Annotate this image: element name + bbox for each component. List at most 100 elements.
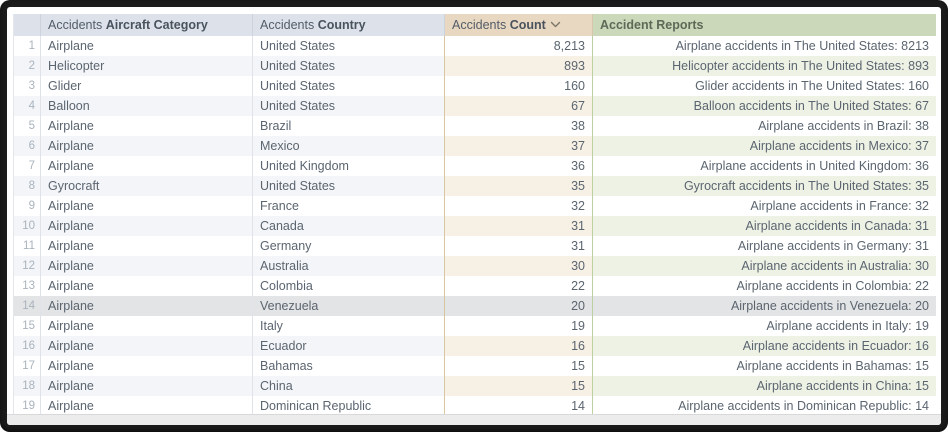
table-row[interactable]: 14 Airplane Venezuela 20 Airplane accidents … bbox=[13, 296, 936, 316]
column-header-aircraft-category[interactable]: Accidents Aircraft Category bbox=[41, 14, 253, 36]
cell-country[interactable]: Canada bbox=[253, 216, 445, 236]
cell-country[interactable]: Italy bbox=[253, 316, 445, 336]
cell-report[interactable]: Airplane accidents in United Kingdom: 36 bbox=[593, 156, 936, 176]
table-row[interactable]: 15 Airplane Italy 19 Airplane accidents in I… bbox=[13, 316, 936, 336]
table-row[interactable]: 17 Airplane Bahamas 15 Airplane accidents in… bbox=[13, 356, 936, 376]
cell-count[interactable]: 67 bbox=[445, 96, 593, 116]
cell-country[interactable]: Colombia bbox=[253, 276, 445, 296]
cell-country[interactable]: Bahamas bbox=[253, 356, 445, 376]
column-header-country[interactable]: Accidents Country bbox=[253, 14, 445, 36]
horizontal-scrollbar[interactable] bbox=[7, 414, 941, 425]
cell-country[interactable]: United States bbox=[253, 176, 445, 196]
cell-count[interactable]: 31 bbox=[445, 236, 593, 256]
cell-aircraft-category[interactable]: Airplane bbox=[41, 316, 253, 336]
cell-report[interactable]: Airplane accidents in Bahamas: 15 bbox=[593, 356, 936, 376]
cell-count[interactable]: 36 bbox=[445, 156, 593, 176]
cell-aircraft-category[interactable]: Helicopter bbox=[41, 56, 253, 76]
cell-aircraft-category[interactable]: Airplane bbox=[41, 36, 253, 56]
cell-country[interactable]: Australia bbox=[253, 256, 445, 276]
cell-count[interactable]: 30 bbox=[445, 256, 593, 276]
cell-report[interactable]: Airplane accidents in Venezuela: 20 bbox=[593, 296, 936, 316]
cell-aircraft-category[interactable]: Airplane bbox=[41, 296, 253, 316]
cell-aircraft-category[interactable]: Airplane bbox=[41, 336, 253, 356]
table-row[interactable]: 11 Airplane Germany 31 Airplane accidents in… bbox=[13, 236, 936, 256]
cell-report[interactable]: Gyrocraft accidents in The United States… bbox=[593, 176, 936, 196]
cell-report[interactable]: Airplane accidents in Australia: 30 bbox=[593, 256, 936, 276]
cell-count[interactable]: 35 bbox=[445, 176, 593, 196]
column-header-count[interactable]: Accidents Count bbox=[445, 14, 593, 36]
table-row[interactable]: 16 Airplane Ecuador 16 Airplane accidents in… bbox=[13, 336, 936, 356]
table-row[interactable]: 19 Airplane Dominican Republic 14 Airplane a… bbox=[13, 396, 936, 416]
cell-country[interactable]: Ecuador bbox=[253, 336, 445, 356]
cell-report[interactable]: Glider accidents in The United States: 1… bbox=[593, 76, 936, 96]
table-row[interactable]: 4 Balloon United States 67 Balloon accidents… bbox=[13, 96, 936, 116]
cell-report[interactable]: Airplane accidents in Brazil: 38 bbox=[593, 116, 936, 136]
cell-country[interactable]: Germany bbox=[253, 236, 445, 256]
cell-country[interactable]: China bbox=[253, 376, 445, 396]
cell-country[interactable]: Dominican Republic bbox=[253, 396, 445, 416]
cell-country[interactable]: Brazil bbox=[253, 116, 445, 136]
cell-report[interactable]: Airplane accidents in Canada: 31 bbox=[593, 216, 936, 236]
cell-report[interactable]: Airplane accidents in The United States:… bbox=[593, 36, 936, 56]
table-row[interactable]: 10 Airplane Canada 31 Airplane accidents in … bbox=[13, 216, 936, 236]
cell-aircraft-category[interactable]: Airplane bbox=[41, 256, 253, 276]
table-row[interactable]: 3 Glider United States 160 Glider accidents … bbox=[13, 76, 936, 96]
column-header-accident-reports[interactable]: Accident Reports bbox=[593, 14, 936, 36]
table-row[interactable]: 13 Airplane Colombia 22 Airplane accidents i… bbox=[13, 276, 936, 296]
cell-count[interactable]: 16 bbox=[445, 336, 593, 356]
cell-country[interactable]: Mexico bbox=[253, 136, 445, 156]
cell-aircraft-category[interactable]: Glider bbox=[41, 76, 253, 96]
cell-report[interactable]: Airplane accidents in France: 32 bbox=[593, 196, 936, 216]
cell-count[interactable]: 15 bbox=[445, 356, 593, 376]
cell-report[interactable]: Airplane accidents in Ecuador: 16 bbox=[593, 336, 936, 356]
cell-country[interactable]: United Kingdom bbox=[253, 156, 445, 176]
cell-report[interactable]: Airplane accidents in Germany: 31 bbox=[593, 236, 936, 256]
table-row[interactable]: 8 Gyrocraft United States 35 Gyrocraft accid… bbox=[13, 176, 936, 196]
table-row[interactable]: 2 Helicopter United States 893 Helicopter ac… bbox=[13, 56, 936, 76]
cell-aircraft-category[interactable]: Airplane bbox=[41, 276, 253, 296]
table-row[interactable]: 5 Airplane Brazil 38 Airplane accidents in B… bbox=[13, 116, 936, 136]
cell-country[interactable]: United States bbox=[253, 56, 445, 76]
cell-count[interactable]: 20 bbox=[445, 296, 593, 316]
cell-count[interactable]: 893 bbox=[445, 56, 593, 76]
cell-aircraft-category[interactable]: Airplane bbox=[41, 156, 253, 176]
table-row[interactable]: 7 Airplane United Kingdom 36 Airplane accide… bbox=[13, 156, 936, 176]
cell-count[interactable]: 19 bbox=[445, 316, 593, 336]
cell-report[interactable]: Airplane accidents in China: 15 bbox=[593, 376, 936, 396]
cell-count[interactable]: 32 bbox=[445, 196, 593, 216]
cell-count[interactable]: 160 bbox=[445, 76, 593, 96]
cell-aircraft-category[interactable]: Airplane bbox=[41, 136, 253, 156]
cell-aircraft-category[interactable]: Balloon bbox=[41, 96, 253, 116]
table-row[interactable]: 1 Airplane United States 8,213 Airplane acci… bbox=[13, 36, 936, 56]
cell-count[interactable]: 8,213 bbox=[445, 36, 593, 56]
cell-count[interactable]: 37 bbox=[445, 136, 593, 156]
cell-country[interactable]: Venezuela bbox=[253, 296, 445, 316]
cell-aircraft-category[interactable]: Airplane bbox=[41, 216, 253, 236]
cell-country[interactable]: United States bbox=[253, 36, 445, 56]
cell-report[interactable]: Airplane accidents in Colombia: 22 bbox=[593, 276, 936, 296]
cell-count[interactable]: 14 bbox=[445, 396, 593, 416]
cell-country[interactable]: France bbox=[253, 196, 445, 216]
cell-report[interactable]: Airplane accidents in Mexico: 37 bbox=[593, 136, 936, 156]
cell-aircraft-category[interactable]: Gyrocraft bbox=[41, 176, 253, 196]
cell-aircraft-category[interactable]: Airplane bbox=[41, 356, 253, 376]
cell-aircraft-category[interactable]: Airplane bbox=[41, 196, 253, 216]
cell-count[interactable]: 15 bbox=[445, 376, 593, 396]
cell-count[interactable]: 31 bbox=[445, 216, 593, 236]
table-row[interactable]: 6 Airplane Mexico 37 Airplane accidents in M… bbox=[13, 136, 936, 156]
table-row[interactable]: 18 Airplane China 15 Airplane accidents in C… bbox=[13, 376, 936, 396]
table-row[interactable]: 9 Airplane France 32 Airplane accidents in F… bbox=[13, 196, 936, 216]
table-row[interactable]: 12 Airplane Australia 30 Airplane accidents … bbox=[13, 256, 936, 276]
cell-aircraft-category[interactable]: Airplane bbox=[41, 376, 253, 396]
chevron-down-icon[interactable] bbox=[550, 21, 561, 28]
cell-count[interactable]: 22 bbox=[445, 276, 593, 296]
cell-report[interactable]: Helicopter accidents in The United State… bbox=[593, 56, 936, 76]
cell-aircraft-category[interactable]: Airplane bbox=[41, 116, 253, 136]
cell-aircraft-category[interactable]: Airplane bbox=[41, 396, 253, 416]
cell-report[interactable]: Airplane accidents in Italy: 19 bbox=[593, 316, 936, 336]
cell-count[interactable]: 38 bbox=[445, 116, 593, 136]
cell-aircraft-category[interactable]: Airplane bbox=[41, 236, 253, 256]
cell-report[interactable]: Airplane accidents in Dominican Republic… bbox=[593, 396, 936, 416]
cell-country[interactable]: United States bbox=[253, 96, 445, 116]
cell-country[interactable]: United States bbox=[253, 76, 445, 96]
